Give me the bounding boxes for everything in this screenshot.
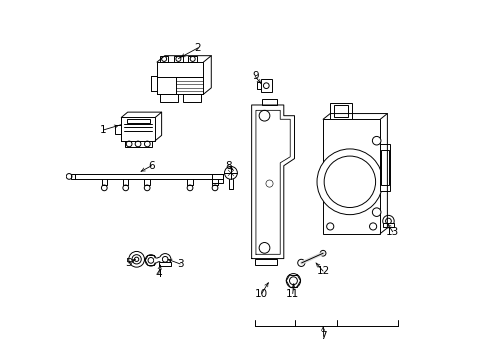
Circle shape — [135, 141, 141, 147]
Circle shape — [190, 57, 195, 62]
Text: 1: 1 — [100, 125, 106, 135]
Text: 6: 6 — [148, 161, 155, 171]
Bar — [262, 99, 276, 105]
Bar — [255, 258, 276, 265]
Circle shape — [285, 274, 300, 288]
Circle shape — [382, 215, 393, 227]
Circle shape — [162, 256, 168, 262]
Bar — [329, 103, 351, 119]
Bar — [115, 125, 121, 134]
Bar — [160, 56, 168, 62]
Circle shape — [263, 83, 268, 89]
Circle shape — [134, 257, 139, 261]
Text: 3: 3 — [177, 259, 183, 269]
Circle shape — [176, 57, 181, 62]
Circle shape — [148, 257, 153, 263]
Text: 11: 11 — [285, 289, 299, 298]
Bar — [380, 144, 389, 191]
Circle shape — [128, 251, 144, 267]
Bar — [159, 262, 171, 266]
Circle shape — [212, 185, 218, 191]
Circle shape — [297, 259, 304, 266]
Circle shape — [159, 253, 171, 265]
Circle shape — [372, 136, 380, 145]
Circle shape — [101, 185, 107, 191]
Circle shape — [144, 185, 150, 191]
Bar — [183, 94, 200, 102]
Text: 9: 9 — [251, 71, 258, 81]
Circle shape — [162, 57, 166, 62]
Circle shape — [385, 218, 390, 224]
Text: 2: 2 — [194, 43, 201, 53]
Circle shape — [259, 243, 269, 253]
Bar — [126, 119, 149, 123]
Bar — [124, 141, 151, 147]
Text: 5: 5 — [125, 258, 131, 268]
Bar — [174, 56, 183, 62]
Circle shape — [132, 255, 141, 264]
Circle shape — [144, 141, 150, 147]
Circle shape — [145, 255, 156, 266]
Text: 10: 10 — [255, 289, 267, 298]
Bar — [160, 94, 177, 102]
Text: 7: 7 — [319, 332, 325, 342]
Circle shape — [259, 111, 269, 121]
Circle shape — [126, 141, 132, 147]
Bar — [333, 105, 347, 117]
Bar — [323, 119, 380, 234]
Circle shape — [369, 223, 376, 230]
Bar — [188, 56, 197, 62]
Bar — [382, 222, 393, 227]
Circle shape — [316, 149, 382, 215]
Circle shape — [289, 277, 297, 285]
Text: 13: 13 — [386, 227, 399, 237]
Circle shape — [326, 223, 333, 230]
Circle shape — [372, 208, 380, 216]
Text: 4: 4 — [155, 269, 162, 279]
Text: 8: 8 — [224, 161, 231, 171]
Circle shape — [324, 156, 375, 207]
Circle shape — [122, 185, 128, 191]
Circle shape — [320, 250, 325, 256]
Circle shape — [265, 180, 272, 187]
Circle shape — [187, 185, 192, 191]
Circle shape — [224, 166, 237, 179]
Bar — [380, 150, 388, 185]
Circle shape — [66, 174, 72, 179]
Text: 12: 12 — [316, 266, 329, 276]
Bar — [212, 174, 223, 183]
Bar — [260, 79, 271, 93]
